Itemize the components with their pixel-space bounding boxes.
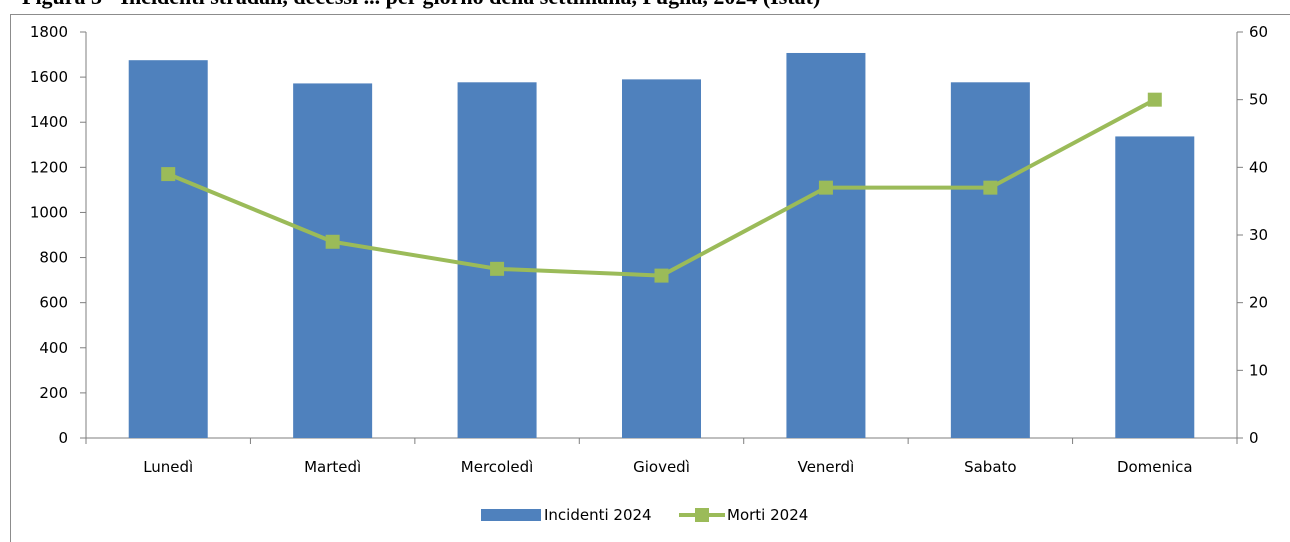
line-point — [161, 167, 176, 182]
y-right-tick-label: 20 — [1249, 294, 1268, 312]
line-group — [161, 92, 1162, 283]
bar — [293, 83, 373, 438]
bar — [128, 60, 208, 438]
chart-title: Figura 3 - Incidenti stradali, decessi .… — [22, 0, 820, 9]
line-point — [490, 261, 505, 276]
x-tick-label: Lunedì — [143, 458, 193, 476]
bars-group — [128, 52, 1195, 439]
x-tick-label: Venerdì — [798, 458, 855, 476]
y-left-tick-label: 1600 — [30, 68, 68, 86]
y-left-tick-label: 800 — [39, 249, 68, 267]
line-point — [1147, 92, 1162, 107]
y-left-tick-label: 200 — [39, 384, 68, 402]
axes-group: 0 200 400 600 800 1000 1200 1400 1600 1800 0 10 20 30… — [30, 23, 1268, 476]
bar — [786, 52, 866, 439]
title-group: Figura 3 - Incidenti stradali, decessi .… — [22, 0, 820, 9]
bar — [457, 82, 537, 438]
y-right-tick-label: 0 — [1249, 429, 1259, 447]
x-tick-label: Sabato — [964, 458, 1017, 476]
bar — [1115, 136, 1195, 438]
legend-label: Incidenti 2024 — [544, 506, 652, 524]
y-right-tick-label: 60 — [1249, 23, 1268, 41]
y-left-tick-label: 1000 — [30, 203, 68, 221]
x-tick-label: Giovedì — [633, 458, 690, 476]
y-right-tick-label: 30 — [1249, 226, 1268, 244]
y-left-tick-label: 1400 — [30, 113, 68, 131]
bar — [622, 79, 701, 438]
y-left-tick-label: 0 — [58, 429, 68, 447]
x-tick-label: Domenica — [1117, 458, 1193, 476]
y-left-tick-label: 1200 — [30, 158, 68, 176]
y-right-tick-label: 10 — [1249, 361, 1268, 379]
y-left-tick-label: 1800 — [30, 23, 68, 41]
y-left-tick-label: 600 — [39, 294, 68, 312]
y-left-tick-label: 400 — [39, 339, 68, 357]
bar — [950, 82, 1030, 438]
x-tick-label: Mercoledì — [461, 458, 534, 476]
line-point — [818, 180, 833, 195]
legend-label: Morti 2024 — [727, 506, 808, 524]
line-point — [325, 234, 340, 249]
legend-bar-swatch — [481, 509, 541, 521]
x-tick-label: Martedì — [304, 458, 361, 476]
legend-group: Incidenti 2024 Morti 2024 — [481, 506, 808, 524]
line-point — [983, 180, 998, 195]
y-right-tick-label: 40 — [1249, 158, 1268, 176]
y-right-tick-label: 50 — [1249, 91, 1268, 109]
line-point — [654, 268, 669, 283]
legend-line-marker — [695, 508, 709, 522]
